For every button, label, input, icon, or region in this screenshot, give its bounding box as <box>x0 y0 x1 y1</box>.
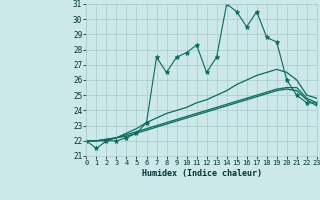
X-axis label: Humidex (Indice chaleur): Humidex (Indice chaleur) <box>142 169 262 178</box>
